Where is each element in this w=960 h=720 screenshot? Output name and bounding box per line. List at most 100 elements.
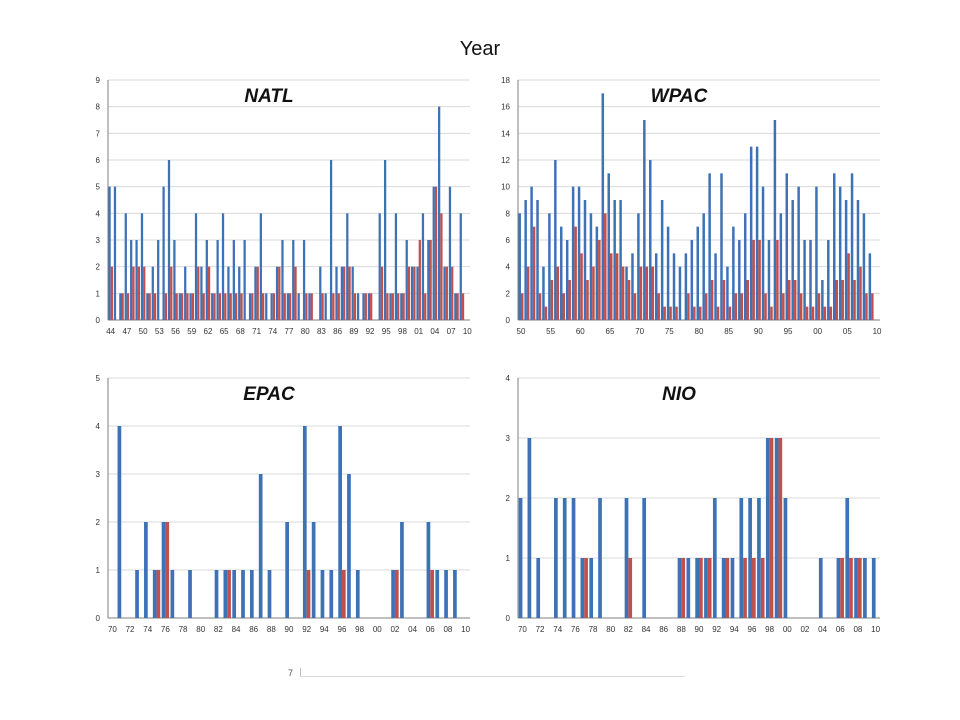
bar-total [320,570,325,618]
bar-other [332,293,335,320]
bar-other [418,240,421,320]
y-tick-label: 14 [501,129,510,138]
bar-total [836,558,841,618]
chart-panel-epac: 0 1 2 3 4 5 70 72 74 76 78 80 82 84 86 88 90 92 94 96 98 00 02… [80,370,480,645]
bar-total [797,186,800,320]
bar-total [108,186,111,320]
bar-total [696,226,699,320]
bar-total [714,253,717,320]
bar-other [580,253,583,320]
x-tick-label: 08 [443,625,452,634]
bar-total [205,240,208,320]
y-tick-label: 16 [501,103,510,112]
chart-epac: 0 1 2 3 4 5 70 72 74 76 78 80 82 84 86 88 90 92 94 96 98 00 02… [96,374,471,634]
x-tick-label: 47 [122,327,131,336]
bar-total [690,240,694,320]
bar-total [405,240,408,320]
bar-other [687,293,690,320]
bar-total [854,558,858,618]
bar-other [440,213,443,320]
x-tick-label: 02 [800,625,809,634]
bar-other [121,293,124,320]
y-tick-label: 4 [96,422,101,431]
bar-total [453,570,457,618]
bar-other [137,266,140,320]
bar-total [565,240,569,320]
x-tick-label: 50 [517,327,526,336]
x-tick-label: 90 [695,625,704,634]
bar-total [527,438,532,618]
x-tick-label: 95 [382,327,391,336]
bar-total [258,474,263,618]
x-tick-label: 84 [642,625,651,634]
bar-total [184,266,187,320]
bar-other [651,266,655,320]
bar-total [660,200,664,320]
y-tick-label: 1 [96,566,101,575]
bar-total [554,498,558,618]
x-tick-label: 65 [606,327,615,336]
bar-other [681,558,686,618]
y-tick-label: 2 [96,263,101,272]
x-tick-label: 04 [818,625,827,634]
bar-total [832,173,836,320]
x-tick-label: 74 [268,327,277,336]
bar-other [722,280,726,320]
x-tick-label: 10 [461,625,470,634]
bar-other [341,570,346,618]
bar-total [642,498,647,618]
x-tick-label: 00 [373,625,382,634]
bar-total [748,498,752,618]
x-tick-label: 98 [398,327,407,336]
x-tick-label: 68 [236,327,245,336]
y-tick-label: 4 [506,374,511,383]
bar-total [818,558,823,618]
bar-total [738,240,741,320]
bar-other [865,293,868,320]
bar-other [207,266,211,320]
bar-total [868,253,872,320]
y-tick-label: 7 [96,129,101,138]
x-tick-label: 90 [285,625,294,634]
x-tick-label: 76 [571,625,580,634]
bar-other [550,280,554,320]
x-tick-label: 76 [161,625,170,634]
bar-other [586,280,589,320]
x-tick-label: 06 [836,625,845,634]
bar-other [132,266,135,320]
bar-total [871,558,876,618]
x-tick-label: 82 [624,625,633,634]
bar-total [302,426,307,618]
bar-total [598,498,602,618]
chart-panel-natl: 0 1 2 3 4 5 6 7 8 9 44 47 50 53 56 59 62 65 68 71 74 77 80 83 86… [80,72,480,347]
bar-other [778,438,783,618]
bar-other [562,293,566,320]
x-tick-label: 71 [252,327,261,336]
bar-other [621,266,625,320]
bar-total [346,213,349,320]
bar-total [113,186,117,320]
bar-total [649,160,652,320]
bar-other [289,293,292,320]
bar-total [135,570,139,618]
bar-total [583,200,587,320]
bar-total [548,213,551,320]
bar-other [283,293,286,320]
bar-total [785,173,789,320]
bar-total [265,293,268,320]
bar-other [461,293,465,320]
bar-other [348,266,351,320]
bar-other [213,293,216,320]
bar-total [275,266,279,320]
x-tick-label: 78 [589,625,598,634]
bar-total [347,474,351,618]
bar-other [704,293,708,320]
bar-other [278,266,281,320]
bar-other [740,293,744,320]
y-tick-label: 2 [96,518,101,527]
bar-total [281,240,284,320]
bar-total [743,213,747,320]
bar-other [811,306,815,320]
bar-other [693,306,696,320]
bar-total [821,280,824,320]
